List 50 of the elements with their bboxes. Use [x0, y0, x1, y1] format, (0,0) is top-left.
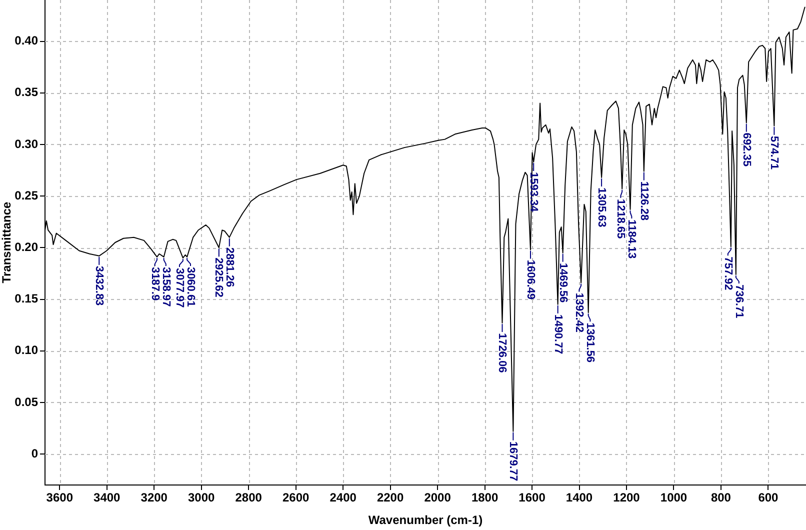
annotation: 3077.97 [173, 268, 186, 308]
annotation: 3187.9 [148, 266, 161, 301]
annotation: 757.92 [722, 256, 734, 290]
annotation: 1490.77 [552, 314, 564, 354]
annotation: 736.71 [732, 284, 745, 318]
y-tick-label: 0.15 [14, 292, 38, 306]
x-tick-label: 2800 [235, 490, 262, 505]
x-tick-label: 2600 [282, 490, 310, 505]
annotation: 1679.77 [507, 441, 520, 482]
y-tick-label: 0.25 [14, 188, 38, 202]
annotation: 3060.61 [184, 266, 196, 307]
y-tick-label: 0.35 [14, 85, 38, 100]
x-tick-label: 3200 [140, 490, 168, 505]
annotation: 1726.06 [496, 332, 508, 373]
annotation: 2925.62 [212, 258, 225, 298]
annotation: 1305.63 [596, 187, 608, 228]
y-tick-label: 0.40 [14, 34, 38, 48]
annotation: 2881.26 [224, 247, 236, 288]
annotation: 1126.28 [638, 181, 650, 220]
annotation: 574.71 [768, 136, 780, 170]
annotation: 1361.56 [584, 322, 596, 362]
x-tick-label: 3000 [188, 490, 216, 505]
x-tick-label: 1400 [566, 490, 593, 505]
x-tick-label: 3400 [94, 490, 121, 505]
y-tick-label: 0.20 [14, 240, 38, 254]
x-tick-label: 800 [710, 490, 732, 505]
annotation: 1606.49 [524, 260, 536, 300]
x-tick-label: 3600 [46, 490, 74, 505]
y-tick-label: 0 [31, 446, 38, 460]
x-tick-label: 2400 [330, 490, 357, 505]
y-tick-label: 0.10 [14, 343, 38, 358]
x-tick-label: 1200 [613, 490, 640, 505]
annotation: 1593.34 [528, 172, 540, 213]
y-axis-title: Transmittance [0, 202, 14, 284]
annotation: 1469.56 [556, 262, 569, 303]
annotation: 3432.83 [93, 266, 106, 306]
annotation: 692.35 [740, 132, 752, 166]
x-tick-label: 2000 [424, 490, 452, 505]
annotation: 1218.65 [614, 198, 627, 239]
y-tick-label: 0.30 [14, 136, 38, 151]
x-tick-label: 600 [758, 490, 779, 505]
annotation: 1184.13 [626, 219, 638, 259]
annotation: 3158.97 [160, 266, 172, 307]
x-tick-label: 1000 [660, 490, 688, 505]
annotation: 1392.42 [573, 292, 586, 333]
x-axis-title: Wavenumber (cm-1) [368, 513, 483, 528]
y-tick-label: 0.05 [14, 394, 38, 409]
x-tick-label: 1600 [518, 490, 546, 505]
x-tick-label: 1800 [471, 490, 498, 505]
x-tick-label: 2200 [376, 490, 404, 505]
